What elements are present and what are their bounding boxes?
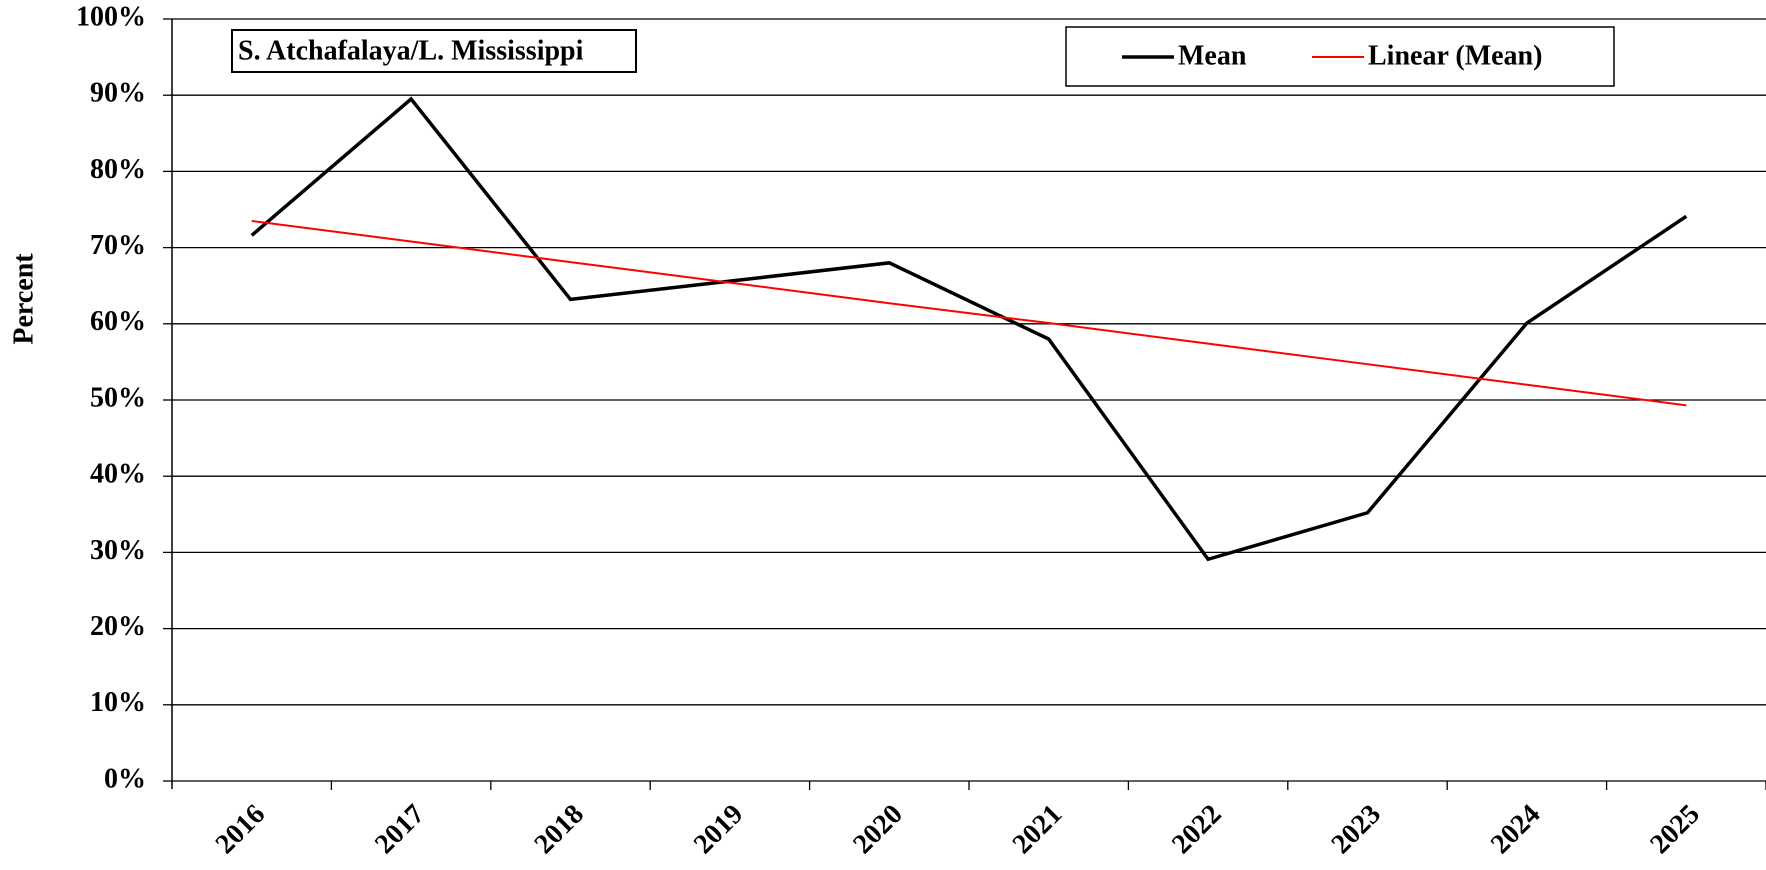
y-tick-label: 30%	[90, 535, 146, 566]
y-tick-label: 70%	[90, 230, 146, 261]
legend-label: Linear (Mean)	[1368, 40, 1542, 71]
y-tick-label: 80%	[90, 154, 146, 185]
x-tick-label: 2016	[210, 799, 272, 861]
line-series	[251, 219, 1687, 407]
x-tick-label: 2021	[1007, 799, 1069, 861]
x-tick-label: 2017	[369, 799, 431, 861]
y-tick-label: 50%	[90, 382, 146, 413]
chart-title: S. Atchafalaya/L. Mississippi	[238, 35, 584, 66]
x-tick-label: 2023	[1325, 799, 1387, 861]
x-tick-label: 2020	[847, 799, 909, 861]
y-tick-label: 100%	[76, 1, 146, 32]
y-tick-label: 60%	[90, 306, 146, 337]
x-tick-label: 2018	[528, 799, 590, 861]
x-tick-label: 2025	[1644, 799, 1706, 861]
title-box	[231, 29, 637, 73]
legend-label: Mean	[1178, 40, 1247, 71]
y-tick-label: 0%	[104, 763, 146, 794]
y-tick-label: 90%	[90, 78, 146, 109]
x-tick-label: 2024	[1485, 799, 1547, 861]
x-tick-label: 2022	[1166, 799, 1228, 861]
y-tick-label: 40%	[90, 459, 146, 490]
line-series	[250, 96, 1688, 562]
x-tick-label: 2019	[688, 799, 750, 861]
y-axis-label: Percent	[8, 253, 39, 345]
y-tick-label: 20%	[90, 611, 146, 642]
y-tick-label: 10%	[90, 687, 146, 718]
